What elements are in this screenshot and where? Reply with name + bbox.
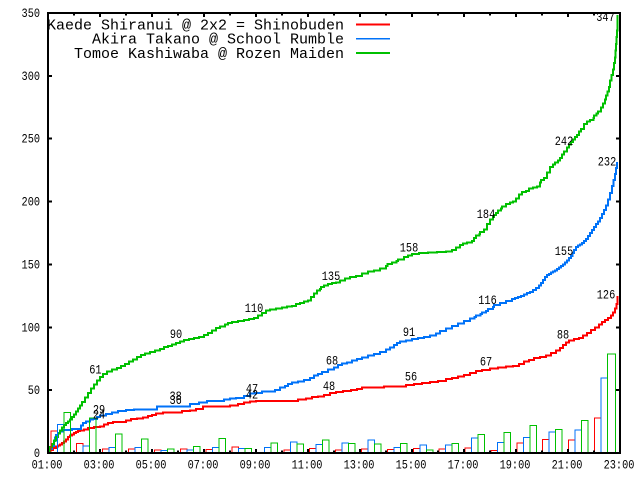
svg-text:150: 150 xyxy=(22,258,41,273)
svg-text:23:00: 23:00 xyxy=(604,458,635,473)
svg-text:110: 110 xyxy=(245,301,264,316)
svg-text:42: 42 xyxy=(246,388,258,403)
svg-text:15:00: 15:00 xyxy=(396,458,427,473)
svg-text:250: 250 xyxy=(22,132,41,147)
svg-text:300: 300 xyxy=(22,69,41,84)
svg-text:200: 200 xyxy=(22,195,41,210)
svg-text:17:00: 17:00 xyxy=(448,458,479,473)
svg-text:Kaede Shiranui @ 2x2 = Shinobu: Kaede Shiranui @ 2x2 = Shinobuden xyxy=(47,17,344,34)
svg-text:67: 67 xyxy=(480,355,492,370)
svg-text:13:00: 13:00 xyxy=(344,458,375,473)
svg-text:135: 135 xyxy=(322,269,341,284)
svg-text:56: 56 xyxy=(405,370,417,385)
svg-text:01:00: 01:00 xyxy=(32,458,63,473)
svg-text:24: 24 xyxy=(93,408,105,423)
svg-text:09:00: 09:00 xyxy=(240,458,271,473)
svg-text:100: 100 xyxy=(22,321,41,336)
svg-text:68: 68 xyxy=(326,354,338,369)
svg-text:38: 38 xyxy=(169,389,181,404)
svg-text:07:00: 07:00 xyxy=(188,458,219,473)
svg-text:0: 0 xyxy=(34,446,40,461)
svg-text:03:00: 03:00 xyxy=(84,458,115,473)
svg-text:155: 155 xyxy=(555,244,574,259)
svg-text:232: 232 xyxy=(598,155,616,170)
svg-text:350: 350 xyxy=(22,6,41,21)
svg-text:Akira Takano @ School Rumble: Akira Takano @ School Rumble xyxy=(92,32,344,49)
svg-text:21:00: 21:00 xyxy=(552,458,583,473)
svg-text:90: 90 xyxy=(170,327,182,342)
svg-text:48: 48 xyxy=(323,379,335,394)
svg-text:Tomoe Kashiwaba @ Rozen Maiden: Tomoe Kashiwaba @ Rozen Maiden xyxy=(74,46,344,63)
svg-text:05:00: 05:00 xyxy=(136,458,167,473)
svg-text:47: 47 xyxy=(246,382,258,397)
svg-text:19:00: 19:00 xyxy=(500,458,531,473)
svg-text:184: 184 xyxy=(477,207,496,222)
svg-text:11:00: 11:00 xyxy=(292,458,323,473)
svg-text:126: 126 xyxy=(597,288,616,303)
svg-text:88: 88 xyxy=(557,328,569,343)
svg-text:29: 29 xyxy=(93,403,105,418)
svg-text:158: 158 xyxy=(400,241,419,256)
svg-text:50: 50 xyxy=(28,383,40,398)
svg-text:61: 61 xyxy=(89,363,101,378)
svg-text:116: 116 xyxy=(478,293,497,308)
svg-text:242: 242 xyxy=(555,134,573,149)
svg-text:91: 91 xyxy=(403,325,415,340)
svg-text:36: 36 xyxy=(169,393,181,408)
svg-text:347: 347 xyxy=(596,10,614,25)
